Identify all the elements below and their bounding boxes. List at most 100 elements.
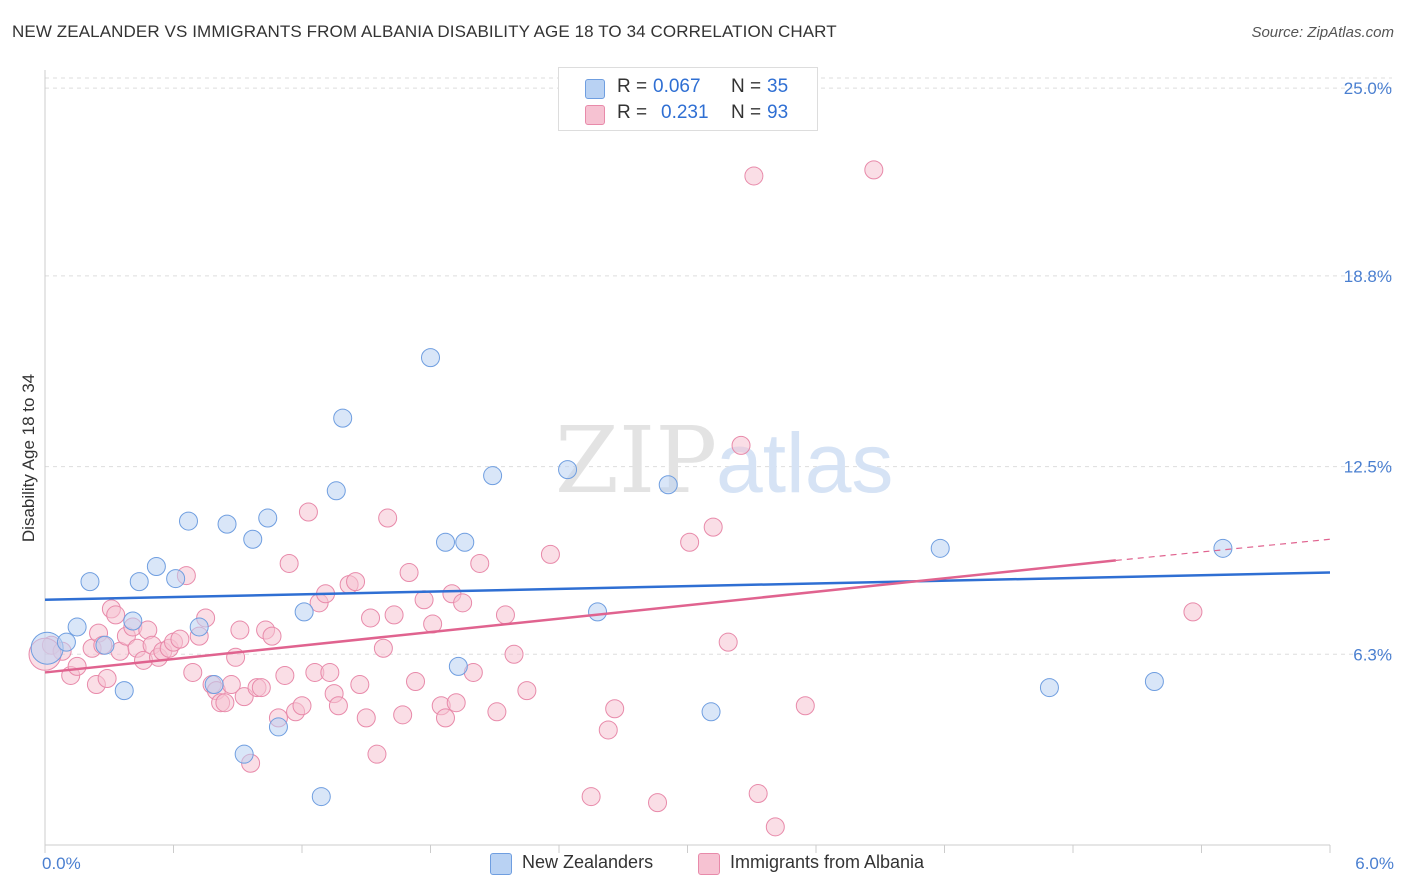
n-value: 93	[767, 102, 789, 123]
albania-trend-line	[44, 559, 1116, 674]
albania-point	[540, 544, 560, 564]
albania-point	[384, 605, 404, 625]
albania-point	[765, 817, 785, 837]
new-zealander-point	[333, 408, 353, 428]
x-tick-label: 6.0%	[1355, 854, 1394, 873]
albania-point	[97, 668, 117, 688]
chart-source: Source: ZipAtlas.com	[1251, 24, 1394, 41]
watermark-zip: ZIP	[555, 407, 717, 514]
new-zealander-point	[1213, 538, 1233, 558]
albania-point	[748, 784, 768, 804]
chart-title: NEW ZEALANDER VS IMMIGRANTS FROM ALBANIA…	[12, 22, 837, 41]
legend-swatch-blue	[490, 853, 512, 875]
albania-point	[598, 720, 618, 740]
new-zealander-point	[294, 602, 314, 622]
new-zealander-point	[129, 572, 149, 592]
albania-point	[230, 620, 250, 640]
albania-point	[435, 708, 455, 728]
new-zealander-point	[455, 532, 475, 552]
legend-label: Immigrants from Albania	[730, 852, 925, 872]
r-value: 0.067	[653, 76, 701, 97]
r-label: R =	[617, 102, 648, 123]
new-zealander-point	[166, 569, 186, 589]
watermark-atlas: atlas	[716, 416, 893, 510]
new-zealander-point	[658, 475, 678, 495]
legend-swatch-blue	[585, 79, 605, 99]
albania-point	[517, 681, 537, 701]
albania-point	[67, 656, 87, 676]
series-new-zealanders-points	[30, 348, 1233, 807]
albania-point	[292, 696, 312, 716]
albania-point	[106, 605, 126, 625]
albania-point	[487, 702, 507, 722]
albania-point	[361, 608, 381, 628]
albania-point	[718, 632, 738, 652]
new-zealander-point	[56, 632, 76, 652]
new-zealander-point	[930, 538, 950, 558]
albania-trend-extension	[1115, 538, 1331, 562]
albania-point	[393, 705, 413, 725]
new-zealander-point	[1039, 678, 1059, 698]
albania-point	[864, 160, 884, 180]
new-zealander-point	[268, 717, 288, 737]
n-label: N =	[731, 102, 762, 123]
new-zealander-point	[204, 675, 224, 695]
albania-point	[320, 662, 340, 682]
new-zealander-point	[95, 635, 115, 655]
albania-point	[495, 605, 515, 625]
new-zealander-point	[67, 617, 87, 637]
albania-point	[504, 644, 524, 664]
r-label: R =	[617, 76, 648, 97]
new-zealander-point	[448, 656, 468, 676]
legend-label: New Zealanders	[522, 852, 654, 872]
albania-point	[356, 708, 376, 728]
watermark: ZIP atlas	[555, 407, 893, 514]
albania-point	[183, 662, 203, 682]
albania-point	[680, 532, 700, 552]
albania-point	[328, 696, 348, 716]
y-tick-label: 25.0%	[1344, 79, 1392, 98]
albania-point	[605, 699, 625, 719]
y-tick-labels: 6.3% 12.5% 18.8% 25.0%	[1344, 79, 1392, 664]
albania-point	[648, 793, 668, 813]
new-zealander-point	[558, 460, 578, 480]
new-zealander-point	[243, 529, 263, 549]
albania-point	[373, 638, 393, 658]
albania-point	[215, 693, 235, 713]
albania-point	[350, 675, 370, 695]
n-value: 35	[767, 76, 789, 97]
trend-lines	[44, 538, 1331, 674]
new-zealander-point	[483, 466, 503, 486]
albania-point	[731, 435, 751, 455]
new-zealander-point	[217, 514, 237, 534]
new-zealander-point	[435, 532, 455, 552]
new-zealander-point	[114, 681, 134, 701]
albania-point	[262, 626, 282, 646]
albania-point	[275, 665, 295, 685]
series-immigrants-from-albania-points	[28, 160, 1203, 837]
new-zealander-point	[326, 481, 346, 501]
y-tick-label: 18.8%	[1344, 267, 1392, 286]
x-tick-label: 0.0%	[42, 854, 81, 873]
new-zealander-point	[30, 631, 64, 665]
albania-point	[414, 590, 434, 610]
n-label: N =	[731, 76, 762, 97]
albania-point	[581, 787, 601, 807]
r-value: 0.231	[661, 102, 709, 123]
grid-lines	[45, 77, 1392, 655]
albania-point	[703, 517, 723, 537]
albania-point	[251, 678, 271, 698]
stats-legend: R = 0.067 N = 35 R = 0.231 N = 93	[558, 67, 818, 131]
albania-point	[406, 672, 426, 692]
albania-point	[170, 629, 190, 649]
x-tick-labels: 0.0% 6.0%	[42, 854, 1394, 873]
new-zealander-point	[311, 787, 331, 807]
new-zealander-point	[258, 508, 278, 528]
y-tick-label: 6.3%	[1353, 645, 1392, 664]
albania-point	[1183, 602, 1203, 622]
albania-point	[446, 693, 466, 713]
albania-point	[795, 696, 815, 716]
new-zealander-point	[234, 744, 254, 764]
albania-point	[279, 553, 299, 573]
